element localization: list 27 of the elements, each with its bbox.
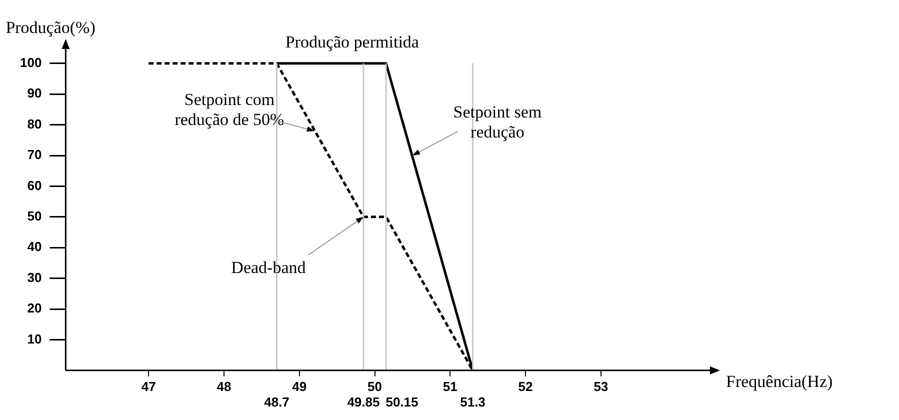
y-tick-label: 60 [27,178,42,193]
y-tick-label: 20 [27,300,42,316]
x-tick-label: 50 [368,378,382,394]
annotation: Produção permitida [285,32,420,52]
y-tick-label: 10 [27,331,42,346]
y-tick-label: 100 [20,54,42,70]
ref-line-label: 51.3 [460,394,486,410]
y-tick-label: 80 [27,116,42,132]
ref-line-label: 50.15 [386,394,418,410]
x-tick-label: 51 [442,378,458,394]
annotation: Dead-band [231,258,306,277]
ref-line-label: 48.7 [264,394,290,410]
y-tick-label: 70 [27,147,42,162]
annotation: Setpoint com redução de 50% [174,90,284,129]
y-tick-label: 40 [27,239,42,254]
y-axis-title: Produção(%) [6,18,96,37]
x-tick-label: 52 [518,378,533,394]
y-tick-label: 50 [27,208,42,224]
x-tick-label: 47 [141,378,156,394]
x-tick-label: 49 [292,378,307,394]
y-tick-label: 90 [27,86,42,101]
x-tick-label: 48 [216,378,232,394]
x-tick-label: 53 [594,378,608,394]
annotation: Setpoint sem redução [453,102,542,142]
x-axis-title: Frequência(Hz) [726,372,833,391]
y-tick-label: 30 [27,270,42,285]
ref-line-label: 49.85 [347,394,380,410]
